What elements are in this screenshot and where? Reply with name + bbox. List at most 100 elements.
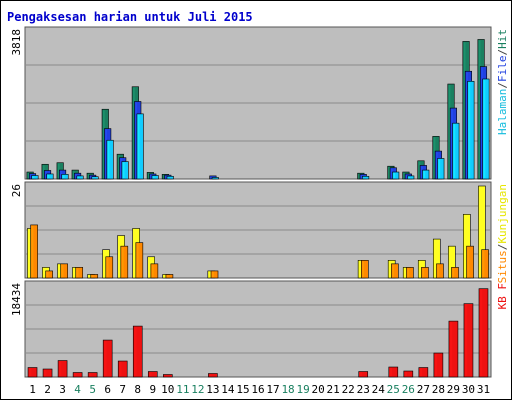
bar-situs-day-6 <box>105 256 114 279</box>
bar-halaman-day-9-highlight <box>152 176 155 178</box>
y-max-label: 18434 <box>10 283 23 316</box>
bar-situs-day-5 <box>90 274 99 279</box>
bar-file-day-13-highlight <box>210 176 213 178</box>
bar-hit-day-29-highlight <box>448 85 451 178</box>
bar-situs-day-1-highlight <box>31 225 34 277</box>
bar-halaman-day-2 <box>46 173 54 180</box>
bar-file-day-8-highlight <box>135 102 138 178</box>
bar-halaman-day-28 <box>437 158 445 180</box>
x-tick-label: 9 <box>149 383 156 396</box>
x-tick-label: 11 <box>176 383 189 396</box>
bar-kb-f-day-1 <box>27 367 38 378</box>
x-tick-label: 29 <box>447 383 460 396</box>
bar-situs-day-31-highlight <box>482 250 485 277</box>
x-tick-label: 18 <box>281 383 294 396</box>
bar-hit-day-7-highlight <box>118 155 120 178</box>
bar-hit-day-10-highlight <box>163 175 165 178</box>
bar-situs-day-13-highlight <box>212 271 214 277</box>
bar-halaman-day-10 <box>166 175 174 180</box>
bar-hit-day-31-highlight <box>478 40 481 178</box>
bar-file-day-7-highlight <box>120 158 123 178</box>
bar-file-day-27-highlight <box>421 166 423 178</box>
bar-halaman-day-26 <box>407 175 415 180</box>
bar-kb-f-day-13-highlight <box>209 374 212 376</box>
bar-kunjungan-day-25-highlight <box>389 261 391 277</box>
bar-situs-day-4-highlight <box>76 268 79 277</box>
bar-hit-day-1-highlight <box>27 173 30 178</box>
bar-kunjungan-day-27-highlight <box>419 261 422 277</box>
bar-situs-day-25 <box>391 263 399 279</box>
bar-kb-f-day-26 <box>403 370 414 378</box>
bar-kb-f-day-3-highlight <box>59 361 62 376</box>
bar-halaman-day-1-highlight <box>32 176 35 178</box>
bar-situs-day-5-highlight <box>91 275 94 277</box>
bar-situs-day-10-highlight <box>166 275 169 277</box>
bar-kunjungan-day-9-highlight <box>148 257 151 277</box>
bar-hit-day-25-highlight <box>388 167 391 178</box>
bar-hit-day-2-highlight <box>42 165 45 178</box>
bar-situs-day-7 <box>120 245 129 279</box>
bar-kb-f-day-31 <box>478 288 489 378</box>
legend-item: / <box>496 82 509 89</box>
x-tick-label: 15 <box>236 383 249 396</box>
bar-kb-f-day-31-highlight <box>479 289 483 376</box>
bar-halaman-day-29 <box>452 122 460 180</box>
bar-halaman-day-31 <box>482 78 490 180</box>
bar-situs-day-31 <box>481 249 489 279</box>
bar-kb-f-day-6 <box>102 339 113 378</box>
bar-situs-day-8 <box>135 242 144 279</box>
bar-kunjungan-day-3-highlight <box>58 264 61 277</box>
legend-item: Situs <box>496 250 509 283</box>
bar-kb-f-day-29-highlight <box>449 322 453 376</box>
bar-kb-f-day-30-highlight <box>464 304 468 376</box>
bar-halaman-day-1 <box>31 175 39 180</box>
bar-halaman-day-6 <box>106 139 114 180</box>
bar-situs-day-29-highlight <box>452 268 455 277</box>
bar-halaman-day-3-highlight <box>62 175 65 178</box>
bar-kb-f-day-2 <box>42 368 53 378</box>
x-tick-label: 24 <box>372 383 386 396</box>
bar-kb-f-day-4-highlight <box>74 373 77 376</box>
bar-situs-day-29 <box>451 267 459 279</box>
bar-situs-day-4 <box>75 267 84 279</box>
bar-kunjungan-day-5-highlight <box>88 275 91 277</box>
x-tick-label: 21 <box>327 383 340 396</box>
legend-item: Hit <box>496 29 509 49</box>
x-tick-label: 1 <box>29 383 36 396</box>
bar-kunjungan-day-1-highlight <box>28 229 31 277</box>
x-tick-label: 27 <box>417 383 430 396</box>
x-tick-label: 14 <box>221 383 235 396</box>
bar-situs-day-1 <box>30 224 38 279</box>
x-tick-label: 23 <box>357 383 370 396</box>
bar-halaman-day-4-highlight <box>77 176 80 178</box>
bar-situs-day-2-highlight <box>46 271 49 277</box>
bar-kb-f-day-27 <box>418 367 429 378</box>
legend-item: File <box>496 56 509 83</box>
bar-kunjungan-day-13-highlight <box>208 271 211 277</box>
bar-situs-day-23 <box>361 260 369 279</box>
y-max-label: 3818 <box>10 29 23 56</box>
legend-item: Halaman <box>496 89 509 135</box>
bar-halaman-day-8 <box>136 113 144 180</box>
bar-hit-day-6-highlight <box>103 110 105 178</box>
bar-file-day-1-highlight <box>30 174 32 178</box>
x-tick-label: 17 <box>266 383 279 396</box>
bar-situs-day-3 <box>60 263 68 279</box>
bar-situs-day-28-highlight <box>437 264 440 277</box>
bar-kb-f-day-8-highlight <box>134 327 137 376</box>
bar-kunjungan-day-26-highlight <box>404 268 406 277</box>
legend-item: / <box>496 49 509 56</box>
x-tick-label: 8 <box>134 383 141 396</box>
bar-halaman-day-5 <box>91 176 99 180</box>
bar-kb-f-day-1-highlight <box>29 368 32 376</box>
bar-kb-f-day-27-highlight <box>419 368 423 376</box>
bar-kunjungan-day-23-highlight <box>359 261 361 277</box>
bar-halaman-day-30 <box>467 81 475 180</box>
bar-situs-day-7-highlight <box>121 247 124 277</box>
bar-kunjungan-day-31-highlight <box>479 187 482 277</box>
x-tick-label: 7 <box>119 383 126 396</box>
bar-kb-f-day-2-highlight <box>44 370 47 376</box>
bar-kb-f-day-6-highlight <box>104 341 107 376</box>
bar-kunjungan-day-10-highlight <box>163 275 166 277</box>
